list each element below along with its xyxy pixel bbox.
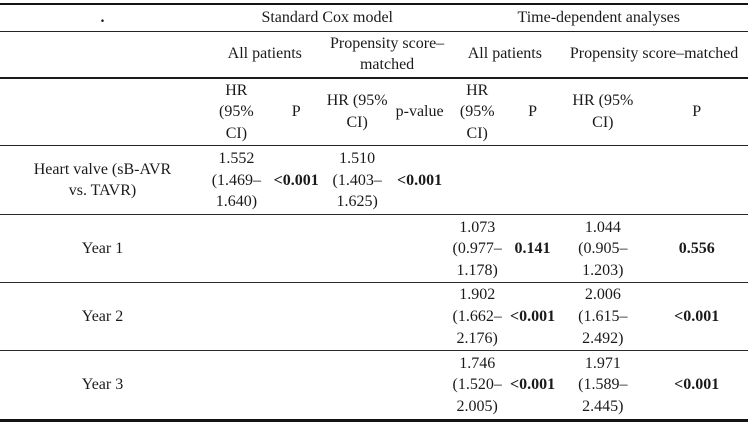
ci-value: (1.589–2.445)	[578, 376, 628, 416]
hr-ci-cell-empty	[324, 214, 390, 284]
hr-ci-cell-empty	[325, 351, 390, 421]
p-value-cell-empty	[389, 282, 450, 352]
p-value-cell: 0.141	[504, 214, 561, 284]
subgroup-header-row: All patients Propensity score–matched Al…	[0, 31, 748, 79]
p-value-cell: <0.001	[504, 282, 561, 352]
row-label: Year 2	[0, 282, 205, 352]
column-header-p2: p-value	[389, 77, 450, 147]
hr-value: 1.746	[459, 354, 496, 372]
hr-ci-cell: 1.510 (1.403–1.625)	[324, 145, 390, 216]
column-header-spacer	[0, 77, 205, 147]
hr-value: 2.006	[584, 286, 621, 304]
column-header-p4: P	[645, 77, 748, 147]
hr-ci-cell: 1.746 (1.520–2.005)	[450, 351, 505, 421]
subgroup-td-all-patients: All patients	[449, 31, 561, 79]
row-label-text: Year 1	[81, 240, 124, 258]
row-label: Year 1	[0, 214, 205, 284]
row-label: Year 3	[0, 351, 205, 421]
ci-value: (1.520–2.005)	[452, 376, 502, 416]
hr-value: 1.073	[459, 218, 496, 236]
column-header-row: HR (95% CI) P HR (95% CI) p-value HR (95…	[0, 77, 748, 147]
hr-ci-cell-empty	[204, 214, 268, 284]
hr-value: 1.902	[459, 286, 496, 304]
hazard-ratio-table: . Standard Cox model Time-dependent anal…	[0, 3, 748, 423]
hr-ci-cell: 1.971 (1.589–2.445)	[560, 351, 645, 421]
subgroup-spacer	[0, 31, 205, 79]
group-header-standard-cox: Standard Cox model	[204, 4, 450, 32]
ci-value: (0.977–1.178)	[452, 240, 502, 279]
hr-ci-cell-empty	[560, 145, 646, 216]
column-header-hr4: HR (95% CI)	[560, 77, 646, 147]
ci-value: (1.615–2.492)	[578, 308, 628, 347]
p-value-cell-empty	[504, 145, 561, 216]
hr-ci-cell-empty	[324, 282, 390, 352]
table-row-year-3: Year 3 1.746 (1.520–2.005) <0.001 1.971 …	[0, 351, 748, 421]
hr-value: 1.552	[218, 150, 255, 168]
column-header-p3: P	[504, 77, 561, 147]
ci-value: (1.662–2.176)	[452, 308, 502, 347]
hr-ci-cell: 1.073 (0.977–1.178)	[449, 214, 505, 284]
p-value-cell-empty	[390, 351, 450, 421]
subgroup-cox-propensity-matched: Propensity score–matched	[324, 31, 450, 79]
row-label-text: Heart valve (sB-AVR vs. TAVR)	[33, 160, 172, 200]
p-value-cell: <0.001	[267, 145, 325, 216]
hr-ci-cell: 1.902 (1.662–2.176)	[449, 282, 505, 352]
column-header-hr2: HR (95% CI)	[324, 77, 390, 147]
subgroup-cox-all-patients: All patients	[204, 31, 325, 79]
table-row-year-1: Year 1 1.073 (0.977–1.178) 0.141 1.044 (…	[0, 214, 748, 284]
p-value-cell: <0.001	[674, 376, 720, 394]
p-value-cell: <0.001	[509, 376, 556, 394]
hr-value: 1.044	[584, 218, 621, 236]
hr-ci-cell-empty	[204, 282, 268, 352]
row-label: Heart valve (sB-AVR vs. TAVR)	[0, 145, 205, 216]
hr-ci-cell: 1.552 (1.469–1.640)	[204, 145, 268, 216]
group-header-row: . Standard Cox model Time-dependent anal…	[0, 4, 748, 32]
hr-value: 1.510	[339, 150, 376, 168]
p-value-cell-empty	[267, 214, 325, 284]
p-value-cell: <0.001	[645, 282, 748, 352]
p-value-cell: 0.556	[645, 214, 748, 284]
p-value-cell-empty	[268, 351, 325, 421]
table-row-heart-valve: Heart valve (sB-AVR vs. TAVR) 1.552 (1.4…	[0, 145, 748, 216]
ci-value: (1.469–1.640)	[211, 171, 262, 211]
row-label-text: Year 3	[81, 376, 124, 394]
hr-value: 1.971	[584, 354, 621, 372]
ci-value: (1.403–1.625)	[332, 171, 382, 211]
column-header-p1: P	[267, 77, 325, 147]
hr-ci-cell: 1.044 (0.905–1.203)	[560, 214, 646, 284]
group-header-time-dependent: Time-dependent analyses	[449, 4, 748, 32]
hr-ci-cell: 2.006 (1.615–2.492)	[560, 282, 646, 352]
column-header-hr3: HR (95% CI)	[449, 77, 505, 147]
ci-value: (0.905–1.203)	[578, 240, 628, 279]
p-value-cell-empty	[645, 145, 748, 216]
corner-label: .	[0, 4, 205, 32]
hr-ci-cell-empty	[449, 145, 505, 216]
p-value-cell-empty	[267, 282, 325, 352]
p-value-cell: <0.001	[389, 145, 450, 216]
hr-ci-cell-empty	[205, 351, 268, 421]
row-label-text: Year 2	[81, 308, 124, 326]
subgroup-td-propensity-matched: Propensity score–matched	[560, 31, 748, 79]
table-row-year-2: Year 2 1.902 (1.662–2.176) <0.001 2.006 …	[0, 282, 748, 352]
p-value-cell-empty	[389, 214, 450, 284]
column-header-hr1: HR (95% CI)	[204, 77, 268, 147]
